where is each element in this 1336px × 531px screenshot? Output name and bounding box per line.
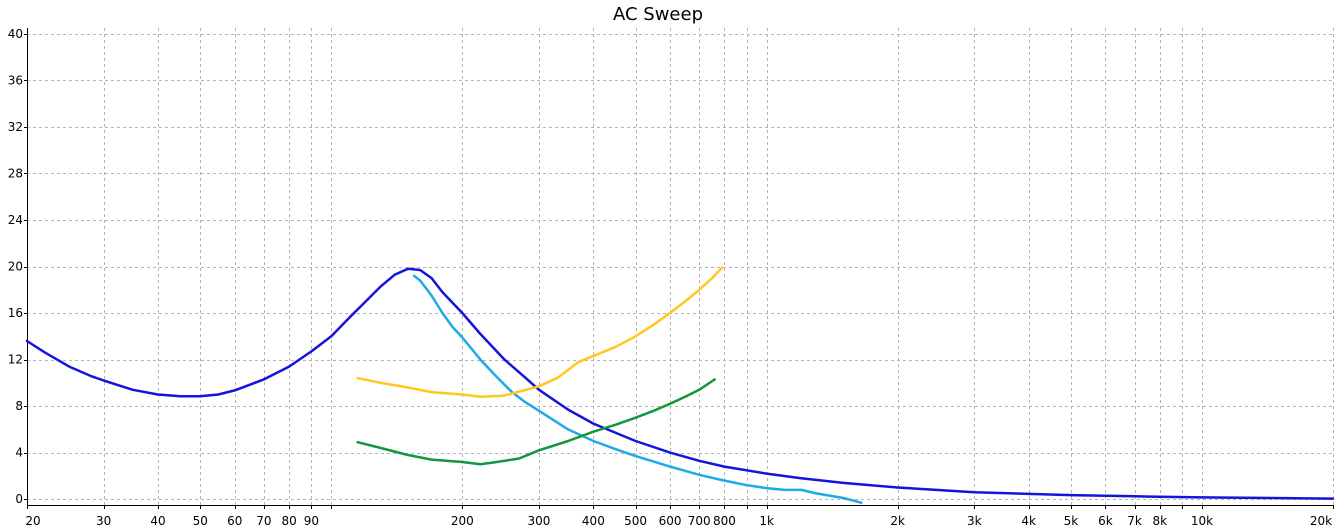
x-tick-label: 7k — [1127, 514, 1142, 528]
x-tick-label: 70 — [256, 514, 271, 528]
y-tick-label: 32 — [8, 120, 23, 134]
x-tick-label: 60 — [227, 514, 242, 528]
y-tick-labels: 0 4 8 12 16 20 24 28 32 36 40 — [8, 27, 23, 506]
x-tick-label: 40 — [150, 514, 165, 528]
axes-layer — [24, 28, 1334, 509]
y-tick-label: 24 — [8, 213, 23, 227]
x-tick-labels: 20 30 40 50 60 70 80 90 200 300 400 500 600 700 800 1k 2… — [25, 514, 1332, 528]
x-tick-label: 8k — [1152, 514, 1167, 528]
x-tick-label: 50 — [193, 514, 208, 528]
x-tick-label: 700 — [688, 514, 711, 528]
x-tick-label: 800 — [713, 514, 736, 528]
x-tick-label: 20k — [1310, 514, 1332, 528]
x-tick-label: 400 — [582, 514, 605, 528]
x-tick-label: 2k — [890, 514, 905, 528]
x-tick-label: 20 — [25, 514, 40, 528]
x-tick-label: 4k — [1021, 514, 1036, 528]
x-tick-label: 200 — [451, 514, 474, 528]
x-tick-label: 5k — [1064, 514, 1079, 528]
x-tick-label: 6k — [1098, 514, 1113, 528]
x-tick-label: 3k — [967, 514, 982, 528]
x-tick-label: 600 — [659, 514, 682, 528]
y-tick-label: 8 — [15, 399, 23, 413]
series-line-4 — [356, 378, 716, 466]
y-tick-label: 20 — [8, 260, 23, 274]
series-line-1 — [25, 267, 1335, 500]
y-tick-label: 36 — [8, 73, 23, 87]
x-tick-label: 300 — [528, 514, 551, 528]
y-tick-label: 28 — [8, 166, 23, 180]
series-line-2 — [412, 274, 863, 504]
x-tick-label: 30 — [96, 514, 111, 528]
x-tick-label: 10k — [1191, 514, 1213, 528]
series-line-3 — [356, 266, 724, 399]
grid-layer — [27, 28, 1334, 505]
y-tick-label: 0 — [15, 492, 23, 506]
x-tick-label: 1k — [759, 514, 774, 528]
chart-title: AC Sweep — [613, 4, 703, 25]
x-tick-label: 80 — [281, 514, 296, 528]
y-tick-label: 16 — [8, 306, 23, 320]
y-tick-label: 12 — [8, 353, 23, 367]
x-tick-label: 500 — [624, 514, 647, 528]
y-tick-label: 40 — [8, 27, 23, 41]
series-layer — [25, 266, 1335, 504]
x-tick-label: 90 — [304, 514, 319, 528]
y-tick-label: 4 — [15, 446, 23, 460]
